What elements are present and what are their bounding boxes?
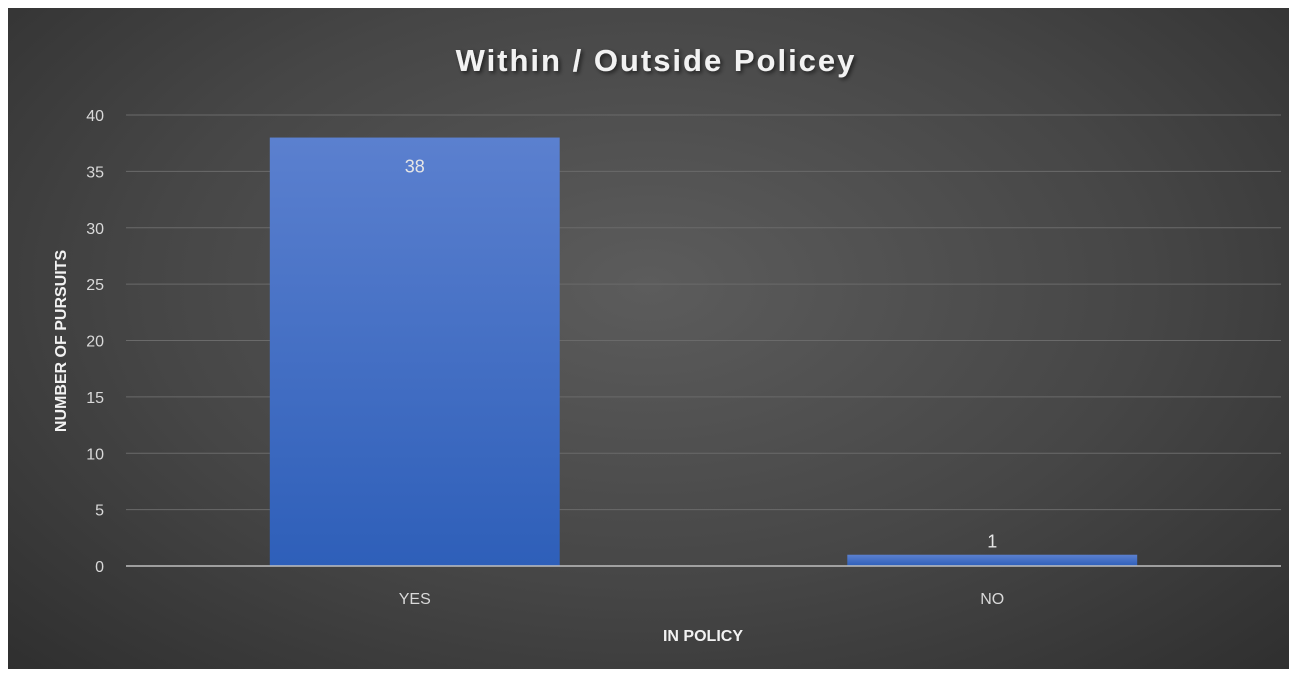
bar-no: [847, 554, 1138, 566]
x-category-label-no: NO: [980, 591, 1004, 608]
x-axis-title: IN POLICY: [663, 628, 743, 645]
y-tick-label: 10: [86, 446, 104, 463]
bars: [269, 137, 1138, 567]
y-tick-label: 35: [86, 164, 104, 181]
data-label-yes: 38: [405, 157, 425, 177]
y-tick-label: 20: [86, 334, 104, 351]
y-tick-label: 25: [86, 277, 104, 294]
y-tick-label: 5: [95, 503, 104, 520]
x-axis-category-labels: YES NO: [399, 591, 1005, 608]
chart-title: Within / Outside Policey: [456, 43, 857, 78]
bar-yes: [269, 137, 560, 567]
y-axis-title: NUMBER OF PURSUITS: [53, 250, 70, 433]
y-axis-tick-labels: 0 5 10 15 20 25 30 35 40: [86, 108, 104, 576]
y-tick-label: 40: [86, 108, 104, 125]
y-tick-label: 0: [95, 559, 104, 576]
data-label-no: 1: [987, 532, 997, 552]
y-tick-label: 15: [86, 390, 104, 407]
y-tick-label: 30: [86, 221, 104, 238]
data-labels: 38 1: [405, 157, 998, 552]
x-category-label-yes: YES: [399, 591, 431, 608]
